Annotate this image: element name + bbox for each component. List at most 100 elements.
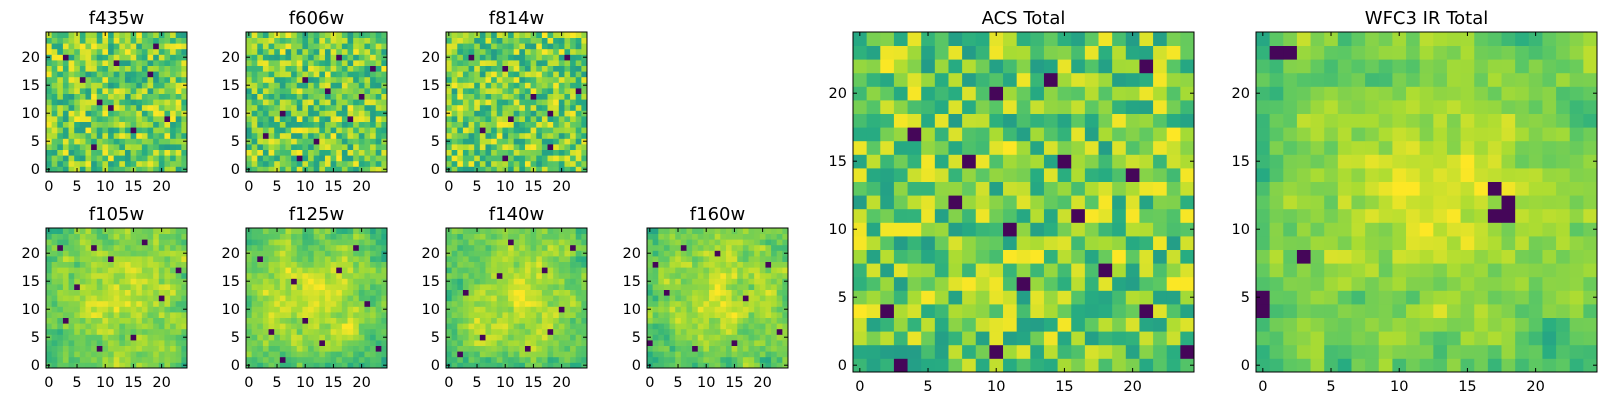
heatmap-cell	[451, 93, 458, 100]
heatmap-cell	[147, 88, 154, 94]
heatmap-cell	[170, 71, 177, 78]
heatmap-cell	[547, 323, 554, 330]
heatmap-cell	[336, 256, 343, 262]
heatmap-cell	[989, 181, 1004, 196]
heatmap-cell	[102, 272, 109, 279]
heatmap-cell	[358, 250, 365, 257]
heatmap-cell	[508, 250, 515, 257]
heatmap-cell	[353, 144, 360, 150]
heatmap-cell	[468, 155, 475, 162]
heatmap-cell	[119, 345, 126, 352]
heatmap-cell	[296, 328, 303, 335]
heatmap-cell	[530, 144, 537, 150]
heatmap-cell	[330, 244, 337, 251]
heatmap-cell	[1071, 331, 1086, 346]
heatmap-cell	[771, 362, 778, 369]
heatmap-cell	[1030, 304, 1045, 318]
heatmap-cell	[491, 132, 498, 139]
heatmap-cell	[364, 300, 371, 307]
heatmap-cell	[51, 328, 58, 335]
heatmap-cell	[79, 76, 86, 83]
heatmap-cell	[485, 250, 492, 257]
heatmap-cell	[341, 32, 348, 38]
heatmap-cell	[246, 160, 253, 167]
heatmap-cell	[502, 144, 509, 150]
heatmap-cell	[119, 328, 126, 335]
heatmap-cell	[771, 312, 778, 318]
heatmap-cell	[108, 160, 115, 167]
heatmap-cell	[96, 82, 103, 89]
heatmap-cell	[1071, 195, 1086, 210]
heatmap-cell	[336, 284, 343, 290]
heatmap-cell	[934, 263, 949, 278]
heatmap-cell	[502, 267, 509, 274]
heatmap-cell	[91, 60, 98, 66]
heatmap-cell	[468, 93, 475, 100]
heatmap-cell	[147, 300, 154, 307]
heatmap-cell	[246, 340, 253, 346]
y-tick-label: 10	[222, 106, 240, 122]
heatmap-cell	[513, 76, 520, 83]
heatmap-cell	[257, 362, 264, 369]
heatmap-cell	[737, 284, 744, 290]
heatmap-cell	[381, 121, 388, 128]
heatmap-cell	[136, 256, 143, 262]
heatmap-cell	[358, 295, 365, 302]
heatmap-cell	[714, 300, 721, 307]
heatmap-cell	[564, 250, 571, 257]
heatmap-cell	[51, 160, 58, 167]
heatmap-cell	[79, 328, 86, 335]
heatmap-cell	[737, 300, 744, 307]
heatmap-cell	[313, 65, 320, 72]
heatmap-cell	[714, 267, 721, 274]
heatmap-cell	[866, 208, 881, 223]
heatmap-cell	[119, 272, 126, 279]
heatmap-cell	[79, 244, 86, 251]
heatmap-cell	[457, 356, 464, 363]
heatmap-cell	[68, 256, 75, 262]
heatmap-cell	[164, 144, 171, 150]
heatmap-cell	[1153, 263, 1168, 278]
heatmap-cell	[496, 295, 503, 302]
heatmap-cell	[564, 323, 571, 330]
heatmap-cell	[324, 239, 331, 246]
heatmap-cell	[921, 249, 936, 264]
heatmap-cell	[175, 76, 182, 83]
heatmap-cell	[246, 37, 253, 44]
heatmap-cell	[1153, 195, 1168, 210]
heatmap-cell	[575, 362, 582, 369]
heatmap-cell	[680, 228, 687, 234]
heatmap-cell	[68, 54, 75, 61]
heatmap-cell	[108, 278, 115, 285]
heatmap-cell	[519, 317, 526, 324]
heatmap-cell	[748, 284, 755, 290]
heatmap-cell	[170, 289, 177, 296]
heatmap-cell	[508, 289, 515, 296]
heatmap-cell	[347, 116, 354, 122]
heatmap-cell	[291, 37, 298, 44]
heatmap-cell	[313, 43, 320, 50]
heatmap-cell	[96, 256, 103, 262]
heatmap-cell	[759, 278, 766, 285]
heatmap-cell	[451, 284, 458, 290]
heatmap-cell	[119, 138, 126, 145]
heatmap-cell	[686, 228, 693, 234]
heatmap-cell	[541, 228, 548, 234]
heatmap-cell	[776, 267, 783, 274]
heatmap-cell	[324, 166, 331, 173]
heatmap-cell	[113, 132, 120, 139]
heatmap-cell	[508, 362, 515, 369]
heatmap-cell	[519, 160, 526, 167]
heatmap-cell	[330, 289, 337, 296]
heatmap-cell	[457, 278, 464, 285]
heatmap-cell	[268, 312, 275, 318]
heatmap-cell	[51, 110, 58, 117]
heatmap-cell	[108, 82, 115, 89]
heatmap-cell	[324, 334, 331, 341]
heatmap-cell	[336, 261, 343, 268]
heatmap-cell	[279, 32, 286, 38]
heatmap-cell	[541, 155, 548, 162]
heatmap-cell	[119, 261, 126, 268]
heatmap-cell	[51, 104, 58, 111]
heatmap-cell	[353, 160, 360, 167]
